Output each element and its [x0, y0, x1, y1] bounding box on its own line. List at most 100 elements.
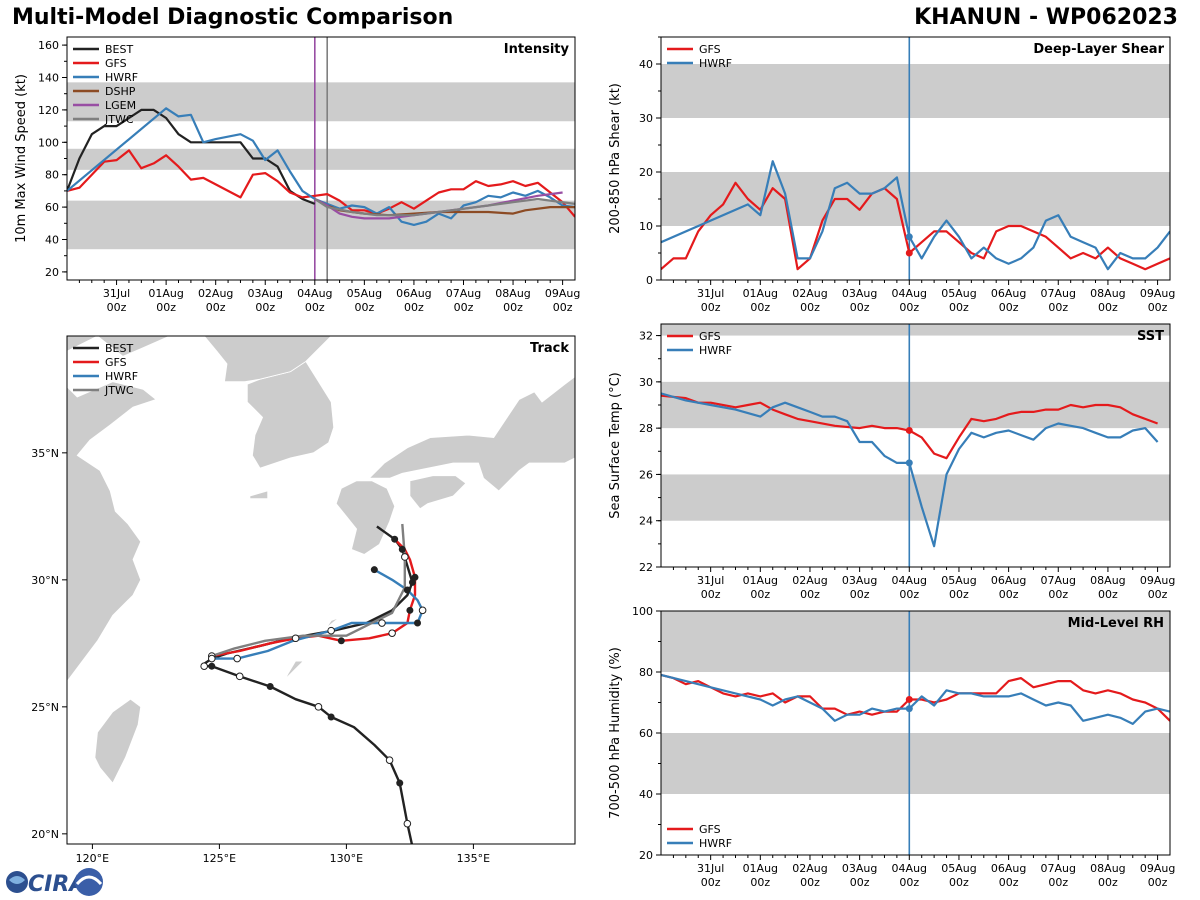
rh-xtick-day: 07Aug: [1041, 862, 1076, 875]
land-jeju: [249, 490, 269, 499]
sst-xtick-day: 05Aug: [941, 574, 976, 587]
shear-xtick-day: 09Aug: [1140, 287, 1175, 300]
shear-band: [661, 64, 1170, 118]
rh-series-hwrf: [661, 673, 1170, 725]
track-legend-label: BEST: [105, 342, 133, 355]
land-honshu: [368, 336, 575, 492]
track-point-hwrf: [403, 586, 411, 594]
rammb-icon: [75, 868, 103, 896]
storm-id: KHANUN - WP062023: [914, 5, 1178, 30]
shear-xtick-day: 31Jul: [697, 287, 724, 300]
sst-chart: 22242628303231Jul00z01Aug00z02Aug00z03Au…: [608, 323, 1175, 601]
shear-xtick-hour: 00z: [949, 301, 969, 314]
sst-title: SST: [1137, 329, 1164, 344]
track-series-jtwc: [211, 523, 406, 658]
rh-ytick-label: 40: [639, 788, 653, 801]
rh-legend-label: GFS: [699, 823, 721, 836]
track-xtick-label: 135°E: [457, 852, 490, 865]
intensity-xtick-day: 08Aug: [495, 287, 530, 300]
intensity-xtick-day: 09Aug: [545, 287, 580, 300]
shear-title: Deep-Layer Shear: [1033, 42, 1164, 57]
rh-xtick-hour: 00z: [999, 876, 1019, 889]
track-point-hwrf: [414, 619, 422, 627]
shear-ytick-label: 10: [639, 220, 653, 233]
intensity-legend-label: JTWC: [104, 113, 134, 126]
sst-ytick-label: 30: [639, 376, 653, 389]
land-amami: [325, 617, 340, 629]
intensity-band: [67, 148, 575, 170]
shear-xtick-day: 08Aug: [1090, 287, 1125, 300]
intensity-series-best: [67, 108, 316, 205]
track-point-hwrf: [378, 619, 386, 627]
sst-xtick-day: 03Aug: [842, 574, 877, 587]
intensity-xtick-day: 03Aug: [248, 287, 283, 300]
sst-xtick-day: 02Aug: [792, 574, 827, 587]
intensity-band: [67, 82, 575, 122]
track-xtick-label: 125°E: [203, 852, 236, 865]
sst-ytick-label: 22: [639, 561, 653, 574]
sst-ytick-label: 28: [639, 422, 653, 435]
shear-xtick-hour: 00z: [1048, 301, 1068, 314]
shear-xtick-hour: 00z: [750, 301, 770, 314]
intensity-legend-label: LGEM: [105, 99, 136, 112]
track-title: Track: [530, 341, 569, 356]
track-point-best: [396, 779, 404, 787]
shear-xtick-hour: 00z: [850, 301, 870, 314]
rh-xtick-hour: 00z: [750, 876, 770, 889]
sst-xtick-hour: 00z: [1148, 588, 1168, 601]
intensity-xtick-hour: 00z: [503, 301, 523, 314]
intensity-series-gfs: [67, 149, 575, 218]
intensity-series-hwrf: [67, 107, 575, 226]
intensity-ytick-label: 160: [38, 39, 59, 52]
sst-marker-hwrf: [905, 459, 913, 467]
shear-xtick-hour: 00z: [899, 301, 919, 314]
shear-xtick-day: 05Aug: [941, 287, 976, 300]
rh-xtick-hour: 00z: [701, 876, 721, 889]
rh-xtick-day: 01Aug: [743, 862, 778, 875]
rh-ytick-label: 60: [639, 727, 653, 740]
intensity-xtick-hour: 00z: [553, 301, 573, 314]
rh-marker-gfs: [905, 695, 913, 703]
shear-legend-label: GFS: [699, 43, 721, 56]
rh-legend-label: HWRF: [699, 837, 732, 850]
intensity-ytick-label: 140: [38, 72, 59, 85]
track-ytick-label: 30°N: [31, 574, 59, 587]
shear-series-hwrf: [661, 160, 1170, 271]
intensity-xtick-hour: 00z: [156, 301, 176, 314]
intensity-ytick-label: 60: [45, 201, 59, 214]
intensity-ytick-label: 80: [45, 169, 59, 182]
rh-plot-area: [661, 611, 1170, 855]
track-point-hwrf: [418, 606, 427, 615]
land-liaodong: [67, 336, 171, 357]
track-point-hwrf: [233, 654, 241, 663]
shear-chart: 01020304031Jul00z01Aug00z02Aug00z03Aug00…: [608, 36, 1175, 314]
intensity-legend-label: DSHP: [105, 85, 136, 98]
track-point-gfs: [337, 637, 345, 645]
intensity-series-jtwc: [314, 197, 575, 217]
intensity-xtick-day: 04Aug: [297, 287, 332, 300]
sst-xtick-hour: 00z: [999, 588, 1019, 601]
sst-xtick-hour: 00z: [800, 588, 820, 601]
land-okinawa: [285, 660, 305, 680]
track-point-best: [235, 672, 244, 681]
sst-ytick-label: 26: [639, 468, 653, 481]
shear-xtick-day: 03Aug: [842, 287, 877, 300]
shear-legend-label: HWRF: [699, 57, 732, 70]
intensity-xtick-day: 05Aug: [347, 287, 382, 300]
sst-band: [661, 324, 1170, 336]
track-point-best: [200, 662, 208, 671]
sst-xtick-hour: 00z: [1048, 588, 1068, 601]
sst-xtick-hour: 00z: [750, 588, 770, 601]
intensity-xtick-hour: 00z: [404, 301, 424, 314]
sst-xtick-hour: 00z: [850, 588, 870, 601]
page-title: Multi-Model Diagnostic Comparison: [12, 5, 454, 30]
track-point-best: [403, 819, 412, 828]
rh-xtick-hour: 00z: [1048, 876, 1068, 889]
land-taiwan: [94, 698, 142, 784]
globe-land-icon: [9, 876, 25, 884]
shear-xtick-hour: 00z: [1148, 301, 1168, 314]
track-point-gfs: [388, 629, 396, 637]
rh-band: [661, 733, 1170, 794]
track-point-gfs: [291, 634, 300, 643]
rh-series-gfs: [661, 673, 1170, 722]
